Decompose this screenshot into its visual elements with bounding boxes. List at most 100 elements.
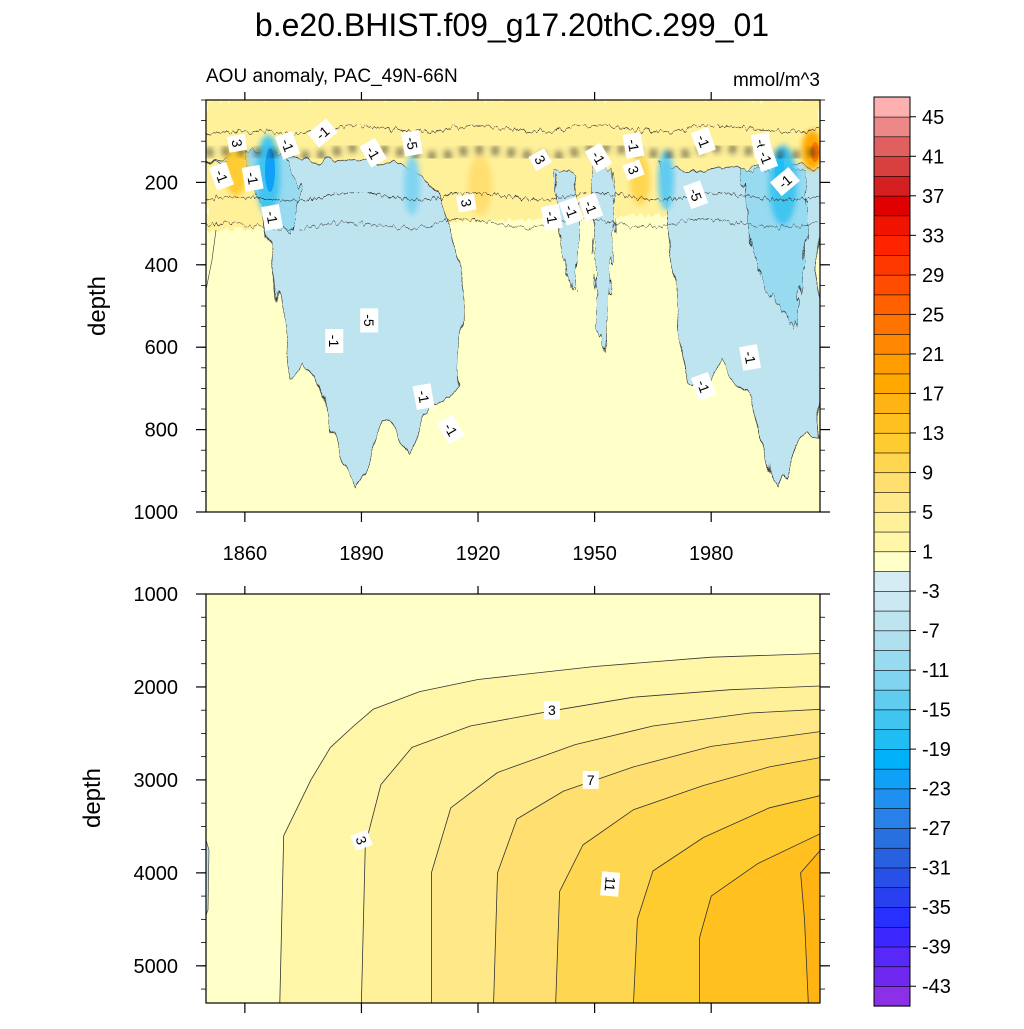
colorbar-swatch [873,867,911,889]
colorbar-swatch [873,472,911,493]
contour-label-box [558,196,584,226]
colorbar-swatch [873,827,911,849]
units-label: mmol/m^3 [733,70,820,91]
y-tick-label: 600 [145,337,178,359]
y-tick-label: 200 [145,172,178,194]
contour-label-text: 3 [458,198,475,209]
chart-title: b.e20.BHIST.f09_g17.20thC.299_01 [255,7,769,43]
colorbar-label: 17 [922,383,944,405]
colorbar-label: -11 [922,660,949,682]
colorbar-label: -31 [922,858,951,880]
colorbar-swatch [873,274,911,296]
colorbar-swatch [873,729,911,750]
contour-label-text: -5 [403,136,421,151]
lower-contour-labels: 3 7 3 11 [350,701,621,897]
colorbar-label: 13 [922,423,944,445]
lower-isoline-13 [699,833,820,1003]
contour-label: 3 [622,159,645,181]
colorbar: 45 41 37 33 29 25 21 17 13 9 5 1 -3 -7 -11 -15 -19 -23 -27… [873,96,951,1007]
colorbar-label: -7 [922,621,940,643]
contour-label-box [582,770,599,789]
colorbar-swatch [873,906,911,928]
colorbar-swatch [873,847,911,869]
x-tick-label: 1890 [339,543,384,565]
colorbar-swatch [873,235,911,256]
contour-label: -1 [739,344,761,371]
colorbar-swatch [873,314,911,335]
upper-negative-region-early [206,159,464,486]
contour-label-box [360,308,379,333]
y-tick-label: 1000 [134,584,179,606]
contour-label-box [540,204,563,231]
contour-label-text: -1 [694,378,713,395]
contour-label-box [401,129,423,157]
colorbar-swatch [873,887,911,908]
colorbar-label: 37 [922,186,944,208]
colorbar-swatch [873,175,911,197]
colorbar-swatch [873,531,911,553]
lower-negative-sliver [206,839,210,916]
colorbar-swatch [873,432,911,454]
colorbar-swatch [873,689,911,711]
contour-label-text: -1 [756,149,775,166]
colorbar-label: 9 [922,462,933,484]
contour-label: -1 [437,414,465,445]
upper-y-ticks: 200 400 600 800 1000 [134,99,830,524]
contour-label: 3 [350,829,373,851]
contour-label-box [208,161,235,191]
contour-label-box [622,131,645,159]
colorbar-swatch [873,333,911,355]
contour-label: -5 [360,308,379,333]
upper-panel: 1860 1890 1920 1950 1980 200 400 600 800 1000 de… [84,92,830,565]
contour-label-text: -1 [415,389,433,404]
colorbar-label: -23 [922,779,951,801]
colorbar-label: -15 [922,700,951,722]
contour-label: -5 [401,129,423,157]
colorbar-swatch [873,511,911,533]
contour-label-box [307,118,338,148]
contour-label: -5 [683,180,709,210]
contour-label-text: -1 [741,350,759,365]
x-tick-label: 1950 [572,543,617,565]
contour-label: -1 [412,383,435,411]
contour-label: -1 [690,371,716,401]
lower-contour-field [206,653,820,1003]
contour-label-box [261,204,284,231]
colorbar-swatch [873,294,911,315]
colorbar-swatch [873,96,911,118]
colorbar-swatch [873,373,911,395]
contour-label: -1 [359,137,387,168]
colorbar-swatch [873,195,911,217]
contour-label-box [578,192,604,222]
colorbar-label: 1 [922,542,933,564]
contour-label-box [584,142,613,173]
contour-label: -1 [690,126,716,156]
contour-label-box [241,164,264,192]
contour-label: -1 [540,204,563,231]
contour-label: -1 [622,131,645,159]
contour-label-text: -1 [625,138,643,153]
colorbar-swatch [873,649,911,671]
contour-label: -1 [770,166,801,197]
contour-label: -1 [325,329,344,354]
contour-label: 3 [226,133,248,153]
contour-label: 7 [582,770,599,789]
y-tick-label: 5000 [134,956,179,978]
contour-label-text: -1 [244,171,262,186]
colorbar-label: 33 [922,225,944,247]
contour-label: -1 [558,196,584,226]
contour-label-box [690,126,716,156]
lower-y-ticks: 1000 2000 3000 4000 5000 [134,584,830,990]
lower-panel-frame [205,593,821,1004]
contour-label: -1 [261,204,284,231]
colorbar-swatch [873,709,911,730]
contour-label: -1 [307,118,338,148]
contour-label-box [683,180,709,210]
chart-subtitle: AOU anomaly, PAC_49N-66N [206,66,458,87]
colorbar-swatch [873,630,911,651]
contour-label: -1 [275,130,301,160]
contour-label: -1 [578,192,604,222]
colorbar-swatch [873,788,911,809]
colorbar-swatch [873,946,911,968]
